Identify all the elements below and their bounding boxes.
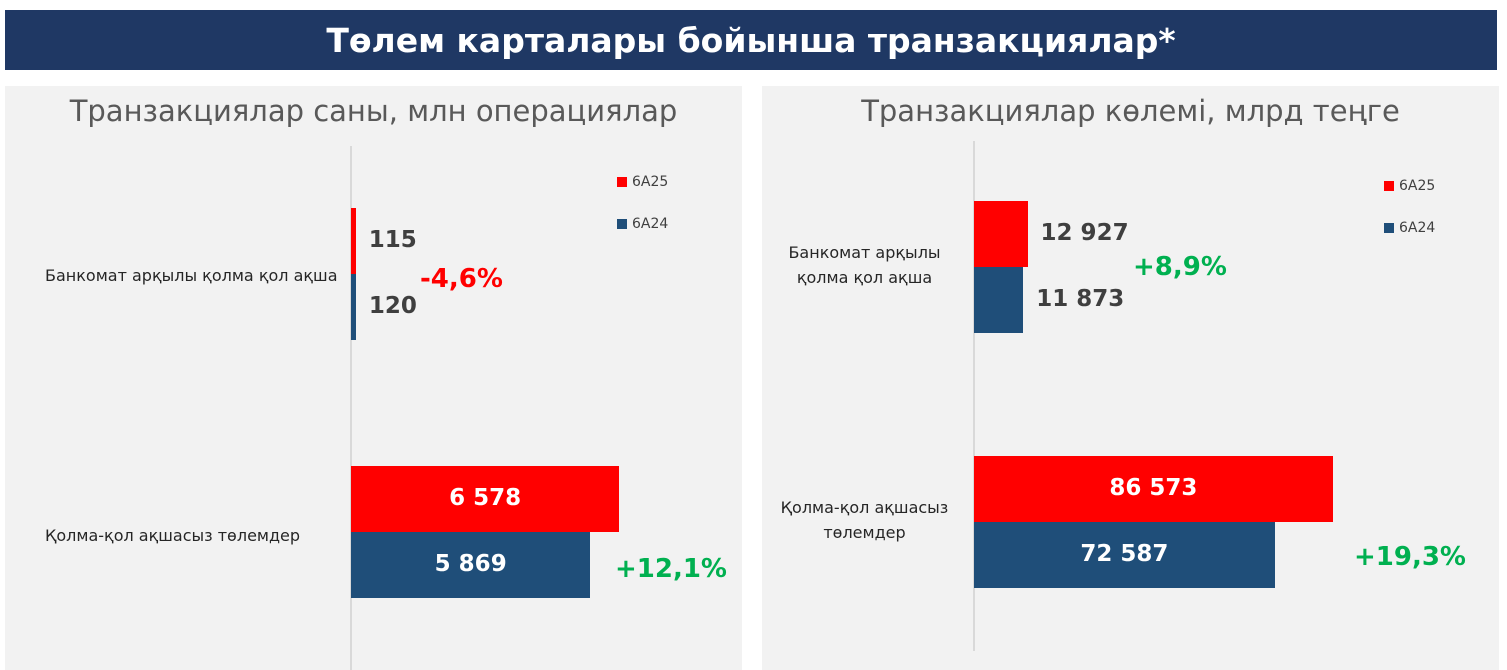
legend-item: 6А25	[617, 174, 668, 190]
legend-swatch	[1384, 223, 1394, 233]
page-title-banner: Төлем карталары бойынша транзакциялар*	[5, 10, 1497, 70]
data-label: 86 573	[1109, 475, 1198, 501]
bar-6а24	[351, 532, 591, 598]
chart-title-volume: Транзакциялар көлемі, млрд теңге	[861, 94, 1400, 128]
category-label-line: Қолма-қол ақшасыз	[780, 498, 949, 517]
bar-6а24	[351, 274, 356, 340]
data-label: 5 869	[434, 551, 507, 577]
legend-item: 6А24	[617, 216, 668, 232]
legend-label: 6А25	[632, 174, 669, 190]
legend-swatch	[617, 219, 627, 229]
category-label-line: қолма қол ақша	[796, 267, 933, 287]
category-label: Банкомат арқылы қолма қол ақша	[762, 241, 967, 291]
legend-label: 6А24	[1399, 220, 1436, 236]
change-label: +19,3%	[1354, 542, 1466, 572]
value-axis-line	[350, 146, 352, 670]
data-label: 115	[368, 227, 417, 253]
value-axis-line	[973, 141, 975, 651]
data-label: 72 587	[1080, 541, 1169, 567]
change-label: -4,6%	[420, 264, 503, 294]
legend-swatch	[617, 177, 627, 187]
bar-6а25	[974, 456, 1333, 522]
chart-panel-count: Транзакциялар саны, млн операциялар Банк…	[5, 86, 742, 670]
legend-item: 6А24	[1384, 220, 1435, 236]
category-label: Банкомат арқылы қолма қол ақша	[45, 264, 338, 289]
category-label-line: Банкомат арқылы қолма қол ақша	[45, 266, 338, 285]
legend-label: 6А24	[632, 216, 669, 232]
change-label: +12,1%	[615, 554, 727, 584]
chart-title-count: Транзакциялар саны, млн операциялар	[69, 94, 678, 128]
data-label: 6 578	[449, 485, 522, 511]
legend-swatch	[1384, 181, 1394, 191]
bar-6а24	[974, 522, 1275, 588]
category-label: Қолма-қол ақшасыз төлемдер	[45, 524, 300, 549]
bar-6а24	[974, 267, 1024, 333]
data-label: 11 873	[1036, 286, 1125, 312]
bar-6а25	[351, 466, 620, 532]
bar-6а25	[974, 201, 1028, 267]
category-label-line: Банкомат арқылы	[788, 243, 941, 262]
data-label: 120	[368, 293, 417, 319]
change-label: +8,9%	[1133, 252, 1227, 282]
category-label-line: төлемдер	[823, 522, 906, 542]
chart-panel-volume: Транзакциялар көлемі, млрд теңге Банкома…	[762, 86, 1499, 670]
bar-6а25	[351, 208, 356, 274]
category-label: Қолма-қол ақшасыз төлемдер	[762, 496, 967, 546]
data-label: 12 927	[1040, 220, 1129, 246]
legend-label: 6А25	[1399, 178, 1436, 194]
legend-item: 6А25	[1384, 178, 1435, 194]
category-label-line: Қолма-қол ақшасыз төлемдер	[45, 526, 301, 545]
page-title: Төлем карталары бойынша транзакциялар*	[326, 20, 1176, 60]
